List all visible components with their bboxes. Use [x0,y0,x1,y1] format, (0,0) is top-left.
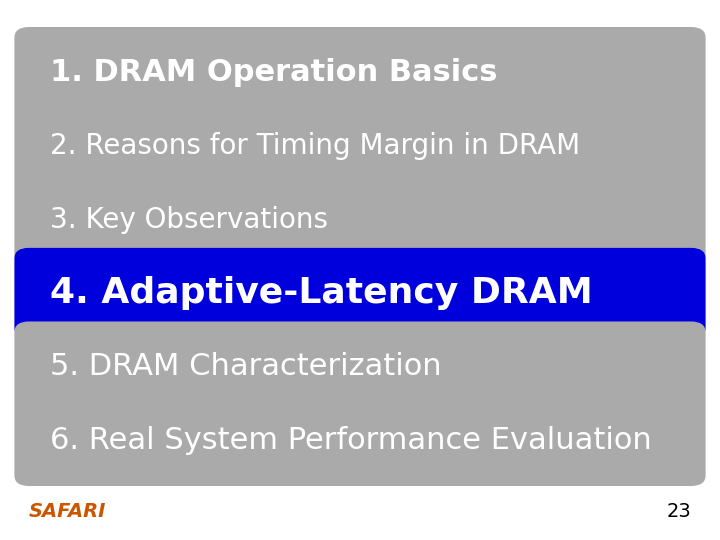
Text: 2. Reasons for Timing Margin in DRAM: 2. Reasons for Timing Margin in DRAM [50,132,580,160]
Text: 4. Adaptive-Latency DRAM: 4. Adaptive-Latency DRAM [50,276,593,310]
FancyBboxPatch shape [14,100,706,192]
FancyBboxPatch shape [14,395,706,486]
Text: 1. DRAM Operation Basics: 1. DRAM Operation Basics [50,58,498,87]
Text: 5. DRAM Characterization: 5. DRAM Characterization [50,353,442,381]
FancyBboxPatch shape [14,174,706,265]
Text: 3. Key Observations: 3. Key Observations [50,206,328,234]
FancyBboxPatch shape [14,27,706,118]
Text: 23: 23 [667,502,691,521]
Text: SAFARI: SAFARI [29,502,106,521]
FancyBboxPatch shape [14,321,706,413]
Text: 6. Real System Performance Evaluation: 6. Real System Performance Evaluation [50,426,652,455]
FancyBboxPatch shape [14,248,706,339]
